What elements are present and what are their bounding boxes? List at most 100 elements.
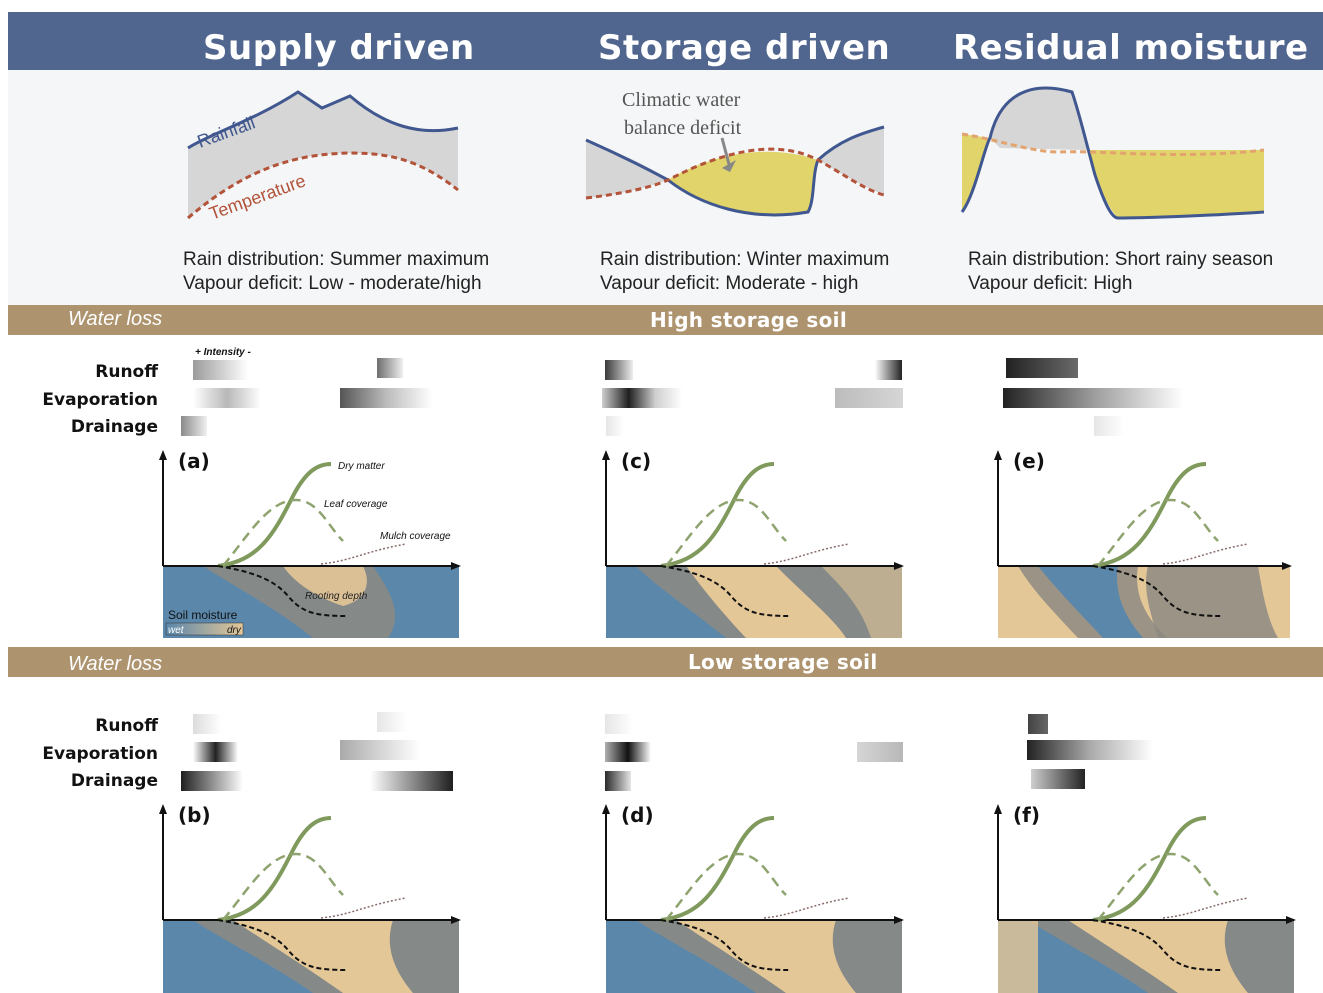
high-storage-band: Water loss High storage soil [8, 305, 1323, 335]
panel-c-soil-dry [686, 566, 846, 638]
panel-d-leaf-curve [665, 852, 787, 921]
panel-e-rooting-curve [1092, 565, 1224, 617]
title-supply-driven: Supply driven [203, 28, 475, 68]
panel-c-mulch-curve [763, 543, 850, 565]
deficit-area [668, 151, 818, 215]
runoff-bar-e [1006, 358, 1078, 378]
panel-e-x-arrow [1282, 562, 1292, 570]
panel-a-dry-matter-curve [217, 462, 332, 568]
panel-f-x-arrow [1286, 916, 1296, 924]
water-loss-label-high: Water loss [68, 308, 163, 330]
label-leaf-coverage: Leaf coverage [324, 499, 388, 510]
panel-f-dry-matter-curve [1092, 816, 1207, 922]
rain-distribution-residual: Rain distribution: Short rainy season [968, 249, 1274, 270]
panel-d-rooting-curve [660, 919, 792, 971]
panel-d-dry-matter-curve [660, 816, 775, 922]
panel-e-dry-matter-curve [1092, 462, 1207, 568]
runoff-bar-a2 [377, 358, 403, 378]
panel-b-leaf-curve [222, 852, 344, 921]
legend-gradient [165, 622, 244, 636]
panel-f-rooting-curve [1092, 919, 1224, 971]
panel-c-x-arrow [894, 562, 904, 570]
panel-b-mulch-curve [320, 897, 407, 919]
evaporation-label-low: Evaporation [42, 744, 158, 764]
panel-f-y-arrow [994, 804, 1002, 814]
panel-f-soil-dry-left [998, 920, 1038, 993]
label-mulch-coverage: Mulch coverage [380, 531, 451, 542]
vapour-deficit-supply: Vapour deficit: Low - moderate/high [183, 273, 482, 294]
panel-c-rooting-curve [660, 565, 792, 617]
panel-d-x-arrow [894, 916, 904, 924]
evaporation-bar-c1 [602, 388, 682, 408]
evaporation-bar-a1 [193, 388, 261, 408]
low-storage-band: Water loss Low storage soil [8, 647, 1323, 677]
panel-a-y-arrow [159, 450, 167, 460]
panel-b-x-arrow [451, 916, 461, 924]
low-storage-title: Low storage soil [688, 650, 878, 674]
drainage-bar-e [1094, 416, 1124, 436]
panel-f-mulch-curve [1162, 897, 1249, 919]
drainage-bar-b1 [181, 771, 243, 791]
panel-c-soil-dry-2 [821, 566, 902, 638]
panel-a-leaf-curve [222, 498, 344, 567]
deficit-label-line1: Climatic water [622, 89, 741, 111]
drainage-bar-b2 [370, 771, 453, 791]
drainage-bar-d [605, 771, 631, 791]
panel-e-y-arrow [994, 450, 1002, 460]
evaporation-bar-d1 [605, 742, 651, 762]
panel-a-soil-dry [283, 566, 367, 606]
evaporation-bar-b2 [340, 740, 420, 760]
evaporation-bar-e [1003, 388, 1183, 408]
panel-b-y-arrow [159, 804, 167, 814]
evaporation-bar-f [1027, 740, 1153, 760]
panel-e-soil-wet [1038, 566, 1143, 638]
evaporation-bar-b1 [193, 742, 238, 762]
deficit-label-line2: balance deficit [624, 117, 742, 139]
vapour-deficit-storage: Vapour deficit: Moderate - high [600, 273, 859, 294]
runoff-bar-c2 [875, 360, 902, 380]
panel-d-soil-dry [676, 920, 856, 993]
panel-c-y-arrow [602, 450, 610, 460]
legend-dry: dry [227, 625, 242, 636]
title-storage-driven: Storage driven [598, 28, 891, 68]
drainage-label-low: Drainage [70, 771, 158, 791]
panel-f-leaf-curve [1097, 852, 1219, 921]
high-storage-title: High storage soil [650, 308, 847, 332]
runoff-label-low: Runoff [95, 716, 158, 736]
drainage-bar-f [1031, 769, 1085, 789]
rain-distribution-storage: Rain distribution: Winter maximum [600, 249, 890, 270]
rainfall-line [187, 90, 459, 150]
panel-e-mulch-curve [1162, 543, 1249, 565]
panel-b-dry-matter-curve [217, 816, 332, 922]
runoff-bar-a1 [193, 360, 248, 380]
rain-distribution-supply: Rain distribution: Summer maximum [183, 249, 490, 270]
runoff-bar-c1 [605, 360, 633, 380]
intensity-label: + Intensity - [195, 347, 251, 358]
panel-e-soil-mid-2 [1146, 566, 1278, 638]
panel-b-rooting-curve [217, 919, 349, 971]
panel-f-label: (f) [1013, 803, 1040, 827]
evaporation-bar-c2 [835, 388, 903, 408]
panel-b-soil-dry [233, 920, 413, 993]
legend-wet: wet [168, 625, 185, 636]
label-rooting-depth: Rooting depth [305, 591, 368, 602]
label-dry-matter: Dry matter [338, 461, 385, 472]
header-bar: Supply driven Storage driven Residual mo… [8, 12, 1323, 70]
panel-c-leaf-curve [665, 498, 787, 567]
runoff-label-high: Runoff [95, 362, 158, 382]
evaporation-bar-a2 [340, 388, 432, 408]
panel-b-label: (b) [178, 803, 211, 827]
vapour-deficit-residual: Vapour deficit: High [968, 273, 1133, 294]
water-loss-label-low: Water loss [68, 653, 163, 675]
panel-d-label: (d) [621, 803, 654, 827]
drainage-bar-c [606, 416, 624, 436]
panel-f-soil-dry [1068, 920, 1248, 993]
evaporation-label-high: Evaporation [42, 390, 158, 410]
panel-d-y-arrow [602, 804, 610, 814]
panel-a-rooting-curve [217, 565, 349, 617]
panel-c-dry-matter-curve [660, 462, 775, 568]
